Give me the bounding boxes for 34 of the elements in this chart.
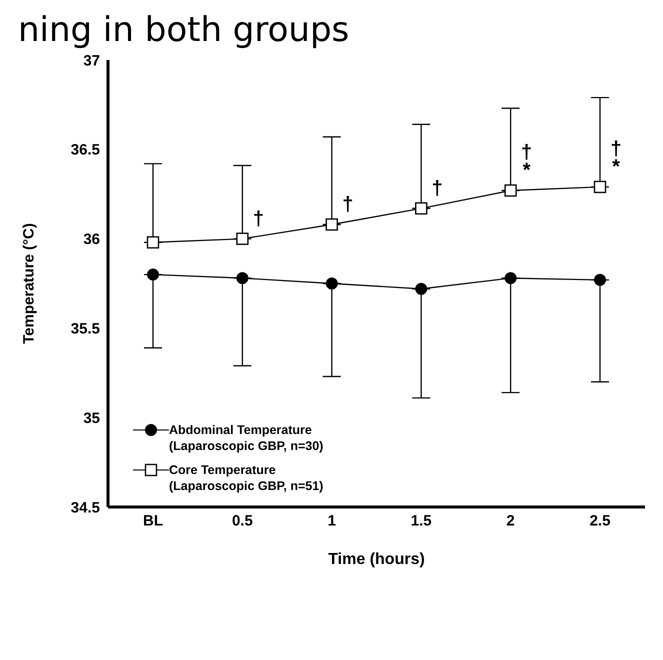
point (236, 272, 248, 284)
point (594, 274, 606, 286)
legend-label: Core Temperature (Laparoscopic GBP, n=51) (169, 462, 324, 494)
x-tick-label: BL (143, 512, 163, 530)
y-tick-label: 36.5 (70, 142, 100, 159)
point (415, 202, 428, 215)
y-tick-label: 35 (83, 410, 100, 427)
data-label: † * (521, 142, 532, 182)
x-tick-label: 1.5 (410, 512, 432, 530)
data-label: † (342, 193, 354, 216)
point (147, 268, 159, 281)
chart-title: ning in both groups (17, 9, 350, 52)
point (146, 236, 160, 249)
data-label: † * (610, 138, 622, 178)
y-tick-label: 34.5 (70, 499, 100, 516)
x-tick-label: 0.5 (232, 512, 253, 530)
y-tick-label: 36 (83, 231, 100, 248)
point (326, 278, 338, 290)
x-tick-label: 2 (506, 512, 515, 530)
point (236, 232, 249, 245)
x-axis-title: Time (hours) (328, 551, 425, 568)
data-label: † (252, 208, 264, 230)
data-label: † (432, 177, 443, 200)
point (504, 184, 517, 197)
legend-label: Abdominal Temperature (Laparoscopic GBP, n=30) (169, 422, 324, 454)
x-tick-label: 2.5 (590, 512, 610, 530)
point (415, 282, 428, 295)
point (504, 272, 517, 284)
y-axis-title: Temperature (°C) (20, 223, 38, 344)
y-tick-label: 37 (83, 52, 100, 70)
x-tick-label: 1 (328, 512, 336, 530)
point (326, 218, 338, 231)
y-tick-label: 35.5 (70, 320, 100, 338)
point (594, 180, 606, 194)
